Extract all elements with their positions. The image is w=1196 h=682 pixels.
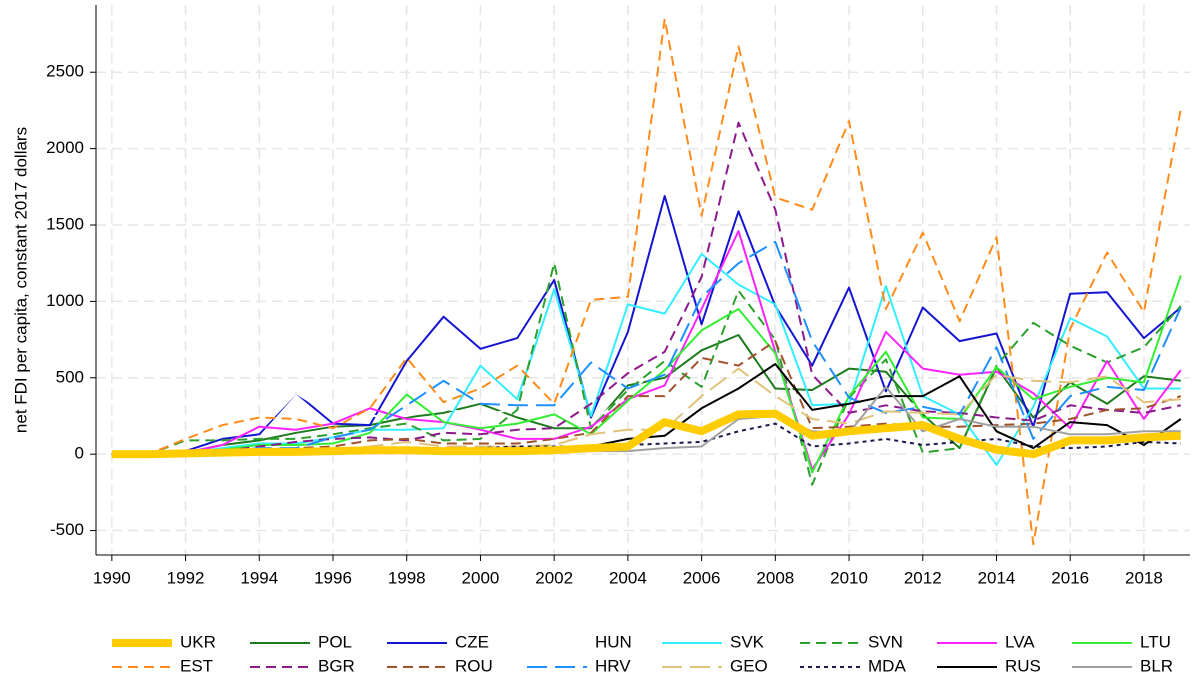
x-tick-label: 1990 (93, 568, 131, 587)
x-tick-label: 2016 (1051, 568, 1089, 587)
line (111, 409, 1181, 459)
legend-label: SVN (868, 632, 903, 651)
y-tick-label: 0 (75, 444, 84, 463)
legend-label: CZE (455, 632, 489, 651)
legend-label: SVK (730, 632, 765, 651)
x-tick-label: 1992 (167, 568, 205, 587)
y-tick-label: 2500 (46, 62, 84, 81)
x-tick-label: 2014 (978, 568, 1016, 587)
x-tick-label: 1996 (314, 568, 352, 587)
line (111, 121, 1182, 456)
y-tick-label: 2000 (46, 138, 84, 157)
line (111, 262, 1182, 486)
x-tick-label: 2012 (904, 568, 942, 587)
x-tick-label: 1994 (240, 568, 278, 587)
legend-label: UKR (180, 632, 216, 651)
legend-label: RUS (1005, 656, 1041, 675)
y-axis-label: net FDI per capita, constant 2017 dollar… (11, 127, 30, 433)
line (111, 330, 1182, 456)
legend-label: BGR (318, 656, 355, 675)
legend-label: POL (318, 632, 352, 651)
legend-label: BLR (1140, 656, 1173, 675)
legend-label: LTU (1140, 632, 1171, 651)
line (111, 275, 1182, 474)
x-tick-label: 2010 (830, 568, 868, 587)
legend-label: HRV (595, 656, 631, 675)
x-tick-label: 2002 (535, 568, 573, 587)
line (111, 230, 1182, 471)
y-tick-label: 1500 (46, 214, 84, 233)
x-tick-label: 2000 (462, 568, 500, 587)
line (111, 17, 1182, 546)
x-tick-label: 2004 (609, 568, 647, 587)
line (111, 240, 1182, 456)
y-tick-label: -500 (50, 520, 84, 539)
y-tick-label: 500 (56, 367, 84, 386)
x-tick-label: 2008 (756, 568, 794, 587)
x-tick-label: 2006 (683, 568, 721, 587)
legend-label: MDA (868, 656, 906, 675)
legend-label: GEO (730, 656, 768, 675)
x-tick-label: 2018 (1125, 568, 1163, 587)
line (111, 195, 1182, 456)
legend-label: HUN (595, 632, 632, 651)
y-tick-label: 1000 (46, 291, 84, 310)
x-tick-label: 1998 (388, 568, 426, 587)
legend-label: LVA (1005, 632, 1035, 651)
legend-label: EST (180, 656, 213, 675)
legend-label: ROU (455, 656, 493, 675)
